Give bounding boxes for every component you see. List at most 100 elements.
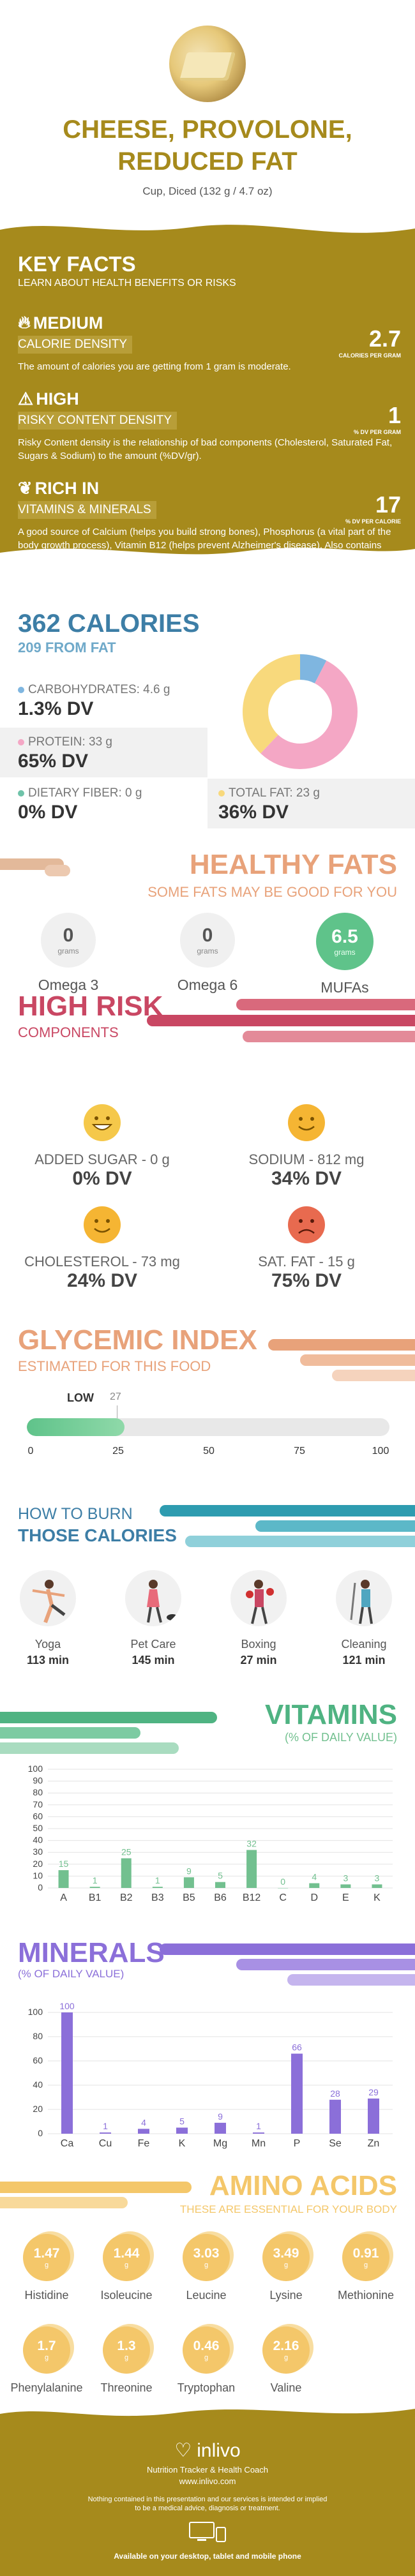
- x-tick-label: K: [374, 1892, 381, 1903]
- gi-tick: 75: [294, 1446, 305, 1456]
- x-tick-label: Cu: [99, 2138, 112, 2149]
- y-tick-label: 60: [33, 2055, 43, 2065]
- risk-label: SODIUM - 812 mg: [248, 1151, 365, 1167]
- activity-name: Cleaning: [341, 1638, 387, 1651]
- bar-value-label: 1: [256, 2121, 261, 2131]
- bar-value-label: 29: [368, 2087, 379, 2097]
- sad-face-icon: [288, 1206, 325, 1243]
- donut-slice-protein: [243, 654, 358, 769]
- fat-value: 6.5: [331, 926, 358, 947]
- macro-label: PROTEIN: 33 g: [28, 735, 112, 749]
- vitamins-subtitle: (% OF DAILY VALUE): [284, 1731, 397, 1744]
- activity-name: Yoga: [34, 1638, 61, 1651]
- decor-band: [332, 1370, 415, 1381]
- devices-icon: [189, 2522, 226, 2542]
- y-tick-label: 80: [33, 2031, 43, 2041]
- footer-tagline: Nutrition Tracker & Health Coach: [146, 2465, 269, 2475]
- bar-B1: [89, 1887, 100, 1888]
- amino-unit: g: [124, 2261, 129, 2269]
- boxing-icon: [230, 1570, 287, 1626]
- activity-minutes: 121 min: [342, 1654, 386, 1666]
- bar-value-label: 4: [312, 1872, 317, 1882]
- pet-care-icon: [125, 1570, 181, 1626]
- x-tick-label: Mn: [252, 2138, 266, 2149]
- amino-unit: g: [204, 2261, 209, 2269]
- amino-name: Threonine: [100, 2381, 153, 2394]
- bar-D: [309, 1883, 320, 1888]
- amino-bubble: 0.91 g: [342, 2234, 389, 2281]
- y-tick-label: 100: [28, 1764, 43, 1774]
- brand-name: inlivo: [197, 2439, 241, 2461]
- macro-dv: 0% DV: [18, 802, 78, 823]
- risk-dv: 75% DV: [271, 1270, 342, 1291]
- x-tick-label: K: [179, 2138, 186, 2149]
- fact-description: Risky Content density is the relationshi…: [18, 437, 393, 461]
- minerals-chart: 0 20 40 60 80 100 100 Ca 1 Cu 4 Fe 5 K 9 Mg 1 Mn 66 P 28 Se 29…: [28, 2001, 393, 2149]
- amino-unit: g: [283, 2261, 289, 2269]
- amino-bubble: 2.16 g: [262, 2326, 310, 2374]
- amino-item: 3.49 g Lysine: [245, 2234, 328, 2302]
- bar-B3: [152, 1887, 163, 1888]
- fact-level: RICH IN: [34, 479, 100, 498]
- fact-unit: % DV PER GRAM: [353, 429, 401, 435]
- wave-top: [0, 211, 415, 233]
- fact-value: 2.7: [368, 326, 401, 352]
- wave-bottom: [0, 548, 415, 568]
- title-line-1: CHEESE, PROVOLONE,: [63, 116, 352, 144]
- risk-dv: 24% DV: [66, 1270, 138, 1291]
- serving-size: Cup, Diced (132 g / 4.7 oz): [142, 185, 273, 197]
- fat-omega-3: 0 grams Omega 3: [33, 913, 103, 994]
- vitamins-title: VITAMINS: [265, 1699, 397, 1730]
- x-tick-label: A: [60, 1892, 67, 1903]
- amino-name: Isoleucine: [100, 2289, 153, 2302]
- yoga-icon: [20, 1570, 76, 1626]
- bar-Ca: [61, 2012, 73, 2134]
- y-tick-label: 40: [33, 2079, 43, 2090]
- amino-bubble: 1.44 g: [103, 2234, 150, 2281]
- fat-circle: 0 grams: [180, 913, 235, 968]
- amino-unit: g: [44, 2354, 49, 2362]
- x-tick-label: P: [294, 2138, 301, 2149]
- smile-face-icon: [84, 1206, 121, 1243]
- y-tick-label: 20: [33, 1859, 43, 1869]
- glycemic-title: GLYCEMIC INDEX: [18, 1324, 257, 1356]
- glycemic-subtitle: ESTIMATED FOR THIS FOOD: [18, 1358, 211, 1374]
- macro-donut-chart: [243, 654, 358, 769]
- bar-value-label: 1: [93, 1875, 98, 1885]
- fact-value: 17: [375, 491, 401, 518]
- calories-title: 362 CALORIES: [18, 610, 200, 638]
- bar-value-label: 1: [155, 1875, 160, 1885]
- decor-band: [160, 1943, 415, 1955]
- amino-value: 2.16: [273, 2339, 299, 2353]
- protein-dot-icon: [18, 739, 24, 745]
- amino-value: 3.03: [193, 2246, 220, 2261]
- risk-sodium: SODIUM - 812 mg 34% DV: [211, 1104, 402, 1190]
- bar-B2: [121, 1858, 132, 1888]
- fat-value: 0: [63, 925, 74, 946]
- fat-name: Omega 6: [177, 977, 238, 993]
- decor-band: [268, 1339, 415, 1351]
- high-risk-title: HIGH RISK: [18, 991, 163, 1022]
- footer-site[interactable]: www.inlivo.com: [179, 2476, 236, 2486]
- y-tick-label: 50: [33, 1823, 43, 1833]
- y-tick-label: 70: [33, 1799, 43, 1809]
- bar-value-label: 1: [103, 2121, 108, 2131]
- amino-item: 1.44 g Isoleucine: [85, 2234, 168, 2302]
- risk-dv: 34% DV: [271, 1168, 342, 1189]
- gi-value: 27: [110, 1391, 121, 1402]
- fact-label: RISKY CONTENT DENSITY: [18, 412, 177, 430]
- fat-name: Omega 3: [38, 977, 99, 993]
- amino-name: Phenylalanine: [10, 2381, 83, 2394]
- risk-dv: 0% DV: [72, 1168, 132, 1189]
- page-title: CHEESE, PROVOLONE, REDUCED FAT: [0, 114, 415, 177]
- decor-band: [147, 1015, 415, 1026]
- bar-B12: [246, 1850, 257, 1888]
- fact-unit: CALORIES PER GRAM: [338, 352, 401, 359]
- amino-value: 1.47: [33, 2246, 60, 2261]
- decor-band: [0, 1712, 217, 1723]
- y-tick-label: 40: [33, 1835, 43, 1845]
- activity-name: Pet Care: [130, 1638, 176, 1651]
- bar-value-label: 100: [59, 2001, 75, 2011]
- macro-label: CARBOHYDRATES: 4.6 g: [28, 683, 170, 696]
- y-tick-label: 60: [33, 1811, 43, 1821]
